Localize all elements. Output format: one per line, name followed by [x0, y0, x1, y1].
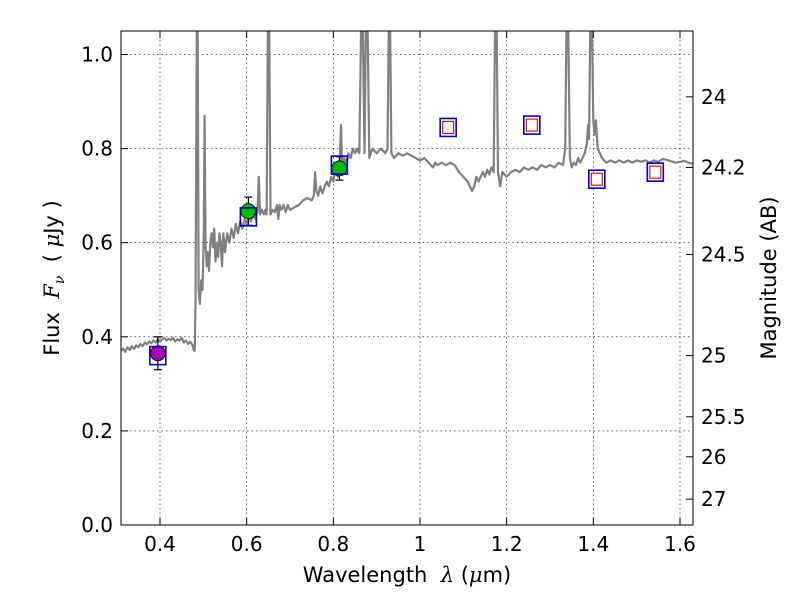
- plot-frame: [120, 30, 694, 526]
- observed-point: [240, 203, 257, 220]
- model-photometry-box: [239, 207, 258, 227]
- observed-point: [149, 345, 166, 362]
- right-tick-label: 24: [701, 85, 726, 109]
- x-tick-label: 0.6: [231, 532, 263, 556]
- ticks: 0.4 0.6 0.8 1 1.2 1.4 1.6 0.0 0.2 0.4 0.6 0.8 1.0 24 2…: [81, 31, 746, 556]
- x-axis-label: Wavelength λ (μm): [303, 563, 511, 587]
- x-label-pre: Wavelength: [303, 563, 441, 587]
- y-tick-label: 0.4: [81, 325, 113, 349]
- y-tick-label: 1.0: [81, 43, 113, 67]
- upper-limit-marker: [649, 165, 662, 179]
- model-photometry-box: [522, 115, 541, 135]
- model-photometry-box: [439, 117, 457, 138]
- x-tick-label: 1.4: [577, 532, 609, 556]
- right-tick-label: 24.2: [701, 155, 746, 179]
- upper-limit-marker: [590, 172, 603, 186]
- y-tick-label: 0.6: [81, 231, 113, 255]
- y-label-mid: (: [40, 247, 64, 275]
- x-tick-label: 1.6: [664, 532, 696, 556]
- spectrum-line: [121, 31, 693, 353]
- y-label-pre: Flux: [40, 299, 64, 356]
- x-tick-label: 1.2: [491, 532, 523, 556]
- model-photometry-box: [587, 169, 606, 189]
- right-tick-label: 25: [701, 344, 726, 368]
- upper-limit-marker: [442, 120, 455, 134]
- right-tick-label: 24.5: [701, 242, 746, 266]
- x-tick-label: 1: [414, 532, 427, 556]
- model-photometry-box: [149, 345, 167, 366]
- upper-limit-marker: [525, 118, 538, 132]
- x-label-symbol: λ: [440, 563, 454, 587]
- y-tick-label: 0.8: [81, 137, 113, 161]
- x-label-post: (: [454, 563, 469, 587]
- model-photometry-box: [646, 162, 665, 182]
- right-axis-label: Magnitude (AB): [757, 196, 781, 359]
- plot-background: [121, 31, 693, 525]
- x-tick-label: 0.4: [144, 532, 176, 556]
- right-tick-label: 27: [701, 487, 726, 511]
- y-tick-label: 0.0: [81, 513, 113, 537]
- model-photometry-box: [330, 155, 349, 175]
- right-tick-label: 25.5: [701, 405, 746, 429]
- y-label-mu: μ: [40, 234, 64, 248]
- marker-layer: [149, 115, 665, 371]
- y-label-unit: Jy ): [40, 200, 64, 236]
- y-tick-label: 0.2: [81, 419, 113, 443]
- spectrum-layer: [121, 31, 693, 353]
- y-axis-label: Flux Fν ( μJy ): [40, 200, 68, 355]
- y-label-symbol: F: [40, 283, 64, 300]
- x-tick-label: 0.8: [317, 532, 349, 556]
- right-tick-label: 26: [701, 445, 726, 469]
- x-label-mu: μ: [469, 563, 483, 587]
- y-label-sub: ν: [52, 275, 68, 284]
- x-label-unit: m): [483, 563, 512, 587]
